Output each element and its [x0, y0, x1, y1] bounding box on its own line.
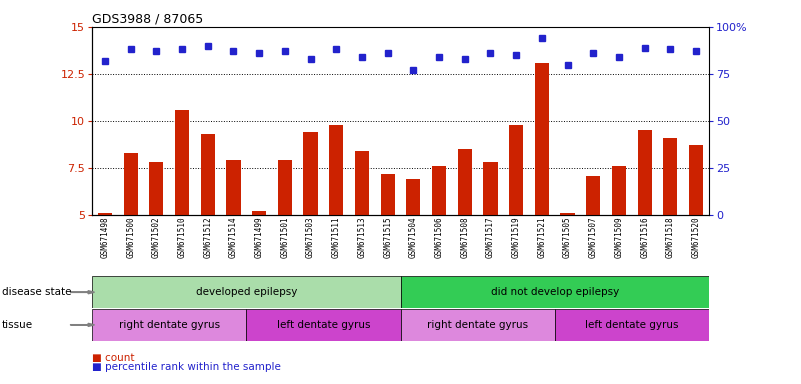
Text: GSM671506: GSM671506 — [435, 217, 444, 258]
Bar — [689, 146, 703, 215]
Bar — [247, 309, 400, 341]
Bar — [483, 162, 497, 215]
Bar — [457, 149, 472, 215]
Bar — [329, 125, 344, 215]
Bar — [201, 134, 215, 215]
Bar — [380, 174, 395, 215]
Bar — [98, 213, 112, 215]
Bar — [252, 211, 266, 215]
Text: GSM671516: GSM671516 — [640, 217, 649, 258]
Text: GDS3988 / 87065: GDS3988 / 87065 — [92, 13, 203, 26]
Bar — [278, 161, 292, 215]
Text: left dentate gyrus: left dentate gyrus — [585, 320, 678, 330]
Text: right dentate gyrus: right dentate gyrus — [427, 320, 528, 330]
Text: GSM671503: GSM671503 — [306, 217, 315, 258]
Text: GSM671520: GSM671520 — [691, 217, 701, 258]
Text: tissue: tissue — [2, 320, 33, 330]
Text: developed epilepsy: developed epilepsy — [195, 287, 297, 297]
Bar — [432, 166, 446, 215]
Text: GSM671513: GSM671513 — [357, 217, 366, 258]
Bar — [638, 131, 652, 215]
Text: disease state: disease state — [2, 287, 71, 297]
Bar — [535, 63, 549, 215]
Text: GSM671509: GSM671509 — [614, 217, 623, 258]
Text: GSM671498: GSM671498 — [100, 217, 110, 258]
Text: GSM671519: GSM671519 — [512, 217, 521, 258]
Bar — [92, 276, 400, 308]
Text: GSM671511: GSM671511 — [332, 217, 340, 258]
Bar — [561, 213, 574, 215]
Text: GSM671517: GSM671517 — [486, 217, 495, 258]
Bar — [400, 309, 554, 341]
Bar — [400, 276, 709, 308]
Text: GSM671512: GSM671512 — [203, 217, 212, 258]
Text: GSM671500: GSM671500 — [127, 217, 135, 258]
Bar — [663, 138, 678, 215]
Bar — [304, 132, 318, 215]
Bar — [92, 309, 247, 341]
Bar — [554, 309, 709, 341]
Text: GSM671507: GSM671507 — [589, 217, 598, 258]
Text: GSM671521: GSM671521 — [537, 217, 546, 258]
Bar — [227, 161, 240, 215]
Text: GSM671505: GSM671505 — [563, 217, 572, 258]
Text: GSM671501: GSM671501 — [280, 217, 289, 258]
Text: ■ percentile rank within the sample: ■ percentile rank within the sample — [92, 362, 281, 372]
Text: GSM671502: GSM671502 — [152, 217, 161, 258]
Text: did not develop epilepsy: did not develop epilepsy — [490, 287, 619, 297]
Text: GSM671510: GSM671510 — [178, 217, 187, 258]
Text: GSM671504: GSM671504 — [409, 217, 418, 258]
Text: GSM671515: GSM671515 — [383, 217, 392, 258]
Bar — [175, 110, 189, 215]
Text: left dentate gyrus: left dentate gyrus — [276, 320, 370, 330]
Bar — [586, 175, 600, 215]
Bar — [509, 125, 523, 215]
Text: GSM671508: GSM671508 — [461, 217, 469, 258]
Bar — [149, 162, 163, 215]
Text: right dentate gyrus: right dentate gyrus — [119, 320, 219, 330]
Text: GSM671514: GSM671514 — [229, 217, 238, 258]
Text: GSM671499: GSM671499 — [255, 217, 264, 258]
Text: GSM671518: GSM671518 — [666, 217, 674, 258]
Bar — [406, 179, 421, 215]
Bar — [123, 153, 138, 215]
Bar — [355, 151, 369, 215]
Bar — [612, 166, 626, 215]
Text: ■ count: ■ count — [92, 353, 135, 363]
